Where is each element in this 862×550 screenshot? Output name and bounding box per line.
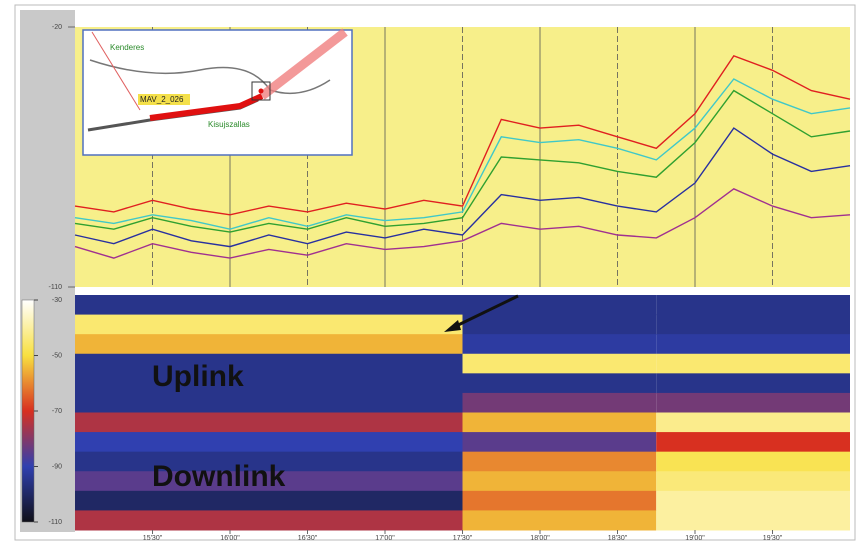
map-label: Kisujszallas [208,120,250,129]
y-tick-label: -110 [49,284,63,291]
x-tick-label: 16'30" [298,535,318,542]
heat-cell [75,315,463,335]
heat-cell [656,334,850,354]
x-tick-label: 16'00" [220,535,240,542]
heat-cell [463,471,657,491]
x-tick-label: 18'00" [530,535,550,542]
map-label: Kenderes [110,43,144,52]
heat-cell [656,315,850,335]
heat-cell [463,452,657,472]
cell-site [259,89,264,94]
heat-cell [463,413,657,433]
heat-cell [463,393,657,413]
heat-cell [656,354,850,374]
heat-cell [656,471,850,491]
heat-cell [75,334,463,354]
heat-cell [463,334,657,354]
x-tick-label: 17'30" [453,535,473,542]
heat-cell [463,295,657,315]
annotation: Uplink [152,360,244,393]
x-tick-label: 19'30" [763,535,783,542]
x-tick-label: 15'30" [143,535,163,542]
heat-cell [75,373,463,393]
colorbar-label: -90 [52,463,62,470]
heat-cell [75,295,463,315]
heat-cell [463,432,657,452]
heat-cell [656,295,850,315]
heat-cell [75,491,463,511]
heat-cell [463,373,657,393]
heat-cell [656,452,850,472]
heat-cell [656,432,850,452]
heat-cell [75,354,463,374]
colorbar-label: -110 [49,519,63,526]
heat-cell [656,373,850,393]
map-label: MAV_2_026 [140,95,184,104]
heat-cell [656,393,850,413]
heat-cell [463,491,657,511]
heat-cell [463,510,657,530]
inset-map: Kenderes MAV_2_026 Kisujszallas [83,30,352,155]
colorbar-label: -70 [52,408,62,415]
annotation: Downlink [152,460,286,493]
x-tick-label: 18'30" [608,535,628,542]
x-tick-label: 17'00" [375,535,395,542]
colorbar [22,300,34,522]
colorbar-label: -30 [52,297,62,304]
heat-cell [656,491,850,511]
heat-cell [75,432,463,452]
heat-cell [75,413,463,433]
separator [75,287,850,295]
heat-cell [463,315,657,335]
heat-cell [75,393,463,413]
y-tick-label: -20 [52,24,62,31]
chart: Kenderes MAV_2_026 Kisujszallas -20 -110 1… [0,0,862,545]
heat-cell [656,510,850,530]
heat-cell [463,354,657,374]
heat-cell [75,510,463,530]
colorbar-label: -50 [52,352,62,359]
heat-cell [656,413,850,433]
x-tick-label: 19'00" [685,535,705,542]
